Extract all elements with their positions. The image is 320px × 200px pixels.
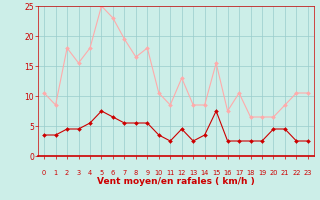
X-axis label: Vent moyen/en rafales ( km/h ): Vent moyen/en rafales ( km/h ) bbox=[97, 177, 255, 186]
